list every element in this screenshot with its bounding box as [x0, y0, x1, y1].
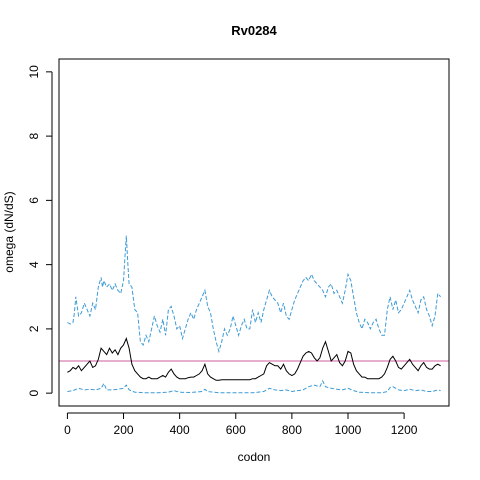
- omega-estimate-line: [67, 337, 441, 381]
- y-tick-label: 4: [27, 261, 41, 268]
- x-tick-label: 0: [64, 423, 71, 437]
- y-axis: 0 2 4 6 8 10: [27, 65, 53, 396]
- upper-bound-line: [67, 235, 441, 354]
- x-tick-label: 400: [170, 423, 190, 437]
- y-axis-label: omega (dN/dS): [2, 191, 16, 272]
- y-tick-label: 10: [27, 65, 41, 79]
- x-tick-label: 800: [282, 423, 302, 437]
- lower-bound-line: [67, 379, 441, 394]
- x-tick-label: 1200: [391, 423, 418, 437]
- y-tick-label: 6: [27, 197, 41, 204]
- plot-area: [59, 235, 449, 394]
- plot-frame: [58, 58, 450, 407]
- x-tick-label: 1000: [335, 423, 362, 437]
- x-tick-label: 200: [114, 423, 134, 437]
- x-axis-label: codon: [238, 450, 271, 464]
- x-tick-label: 600: [226, 423, 246, 437]
- x-axis: 0 200 400 600 800 1000 1200: [64, 412, 418, 437]
- y-tick-label: 0: [27, 389, 41, 396]
- chart-title: Rv0284: [231, 23, 277, 38]
- y-tick-label: 2: [27, 325, 41, 332]
- y-tick-label: 8: [27, 132, 41, 139]
